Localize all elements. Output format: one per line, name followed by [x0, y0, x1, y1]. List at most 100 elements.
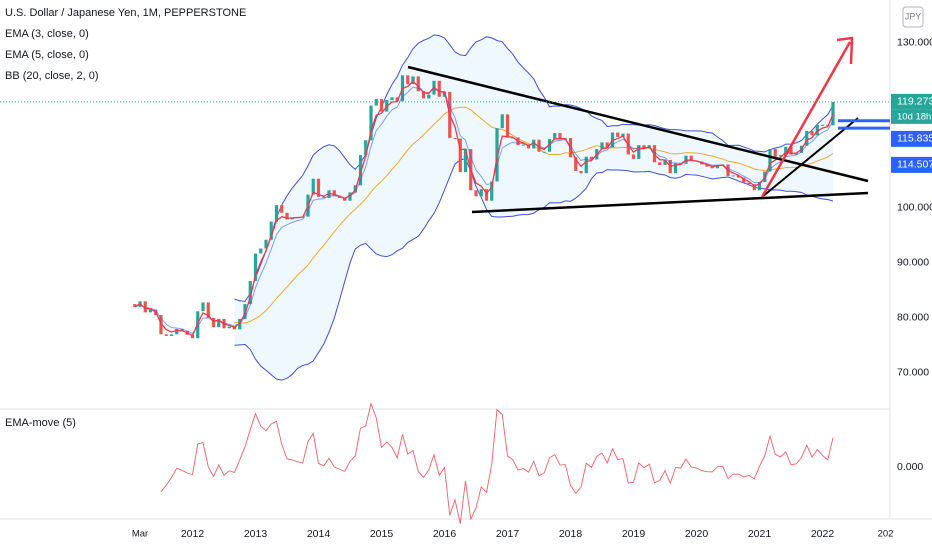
last-price-box — [891, 93, 932, 110]
trend-line — [471, 191, 869, 214]
y-tick-label: 100.000 — [897, 202, 932, 214]
legend-item: EMA (5, close, 0) — [5, 49, 89, 61]
legend-item: EMA (3, close, 0) — [5, 28, 89, 40]
candle-body — [164, 334, 168, 336]
price-line-label: 114.507 — [897, 159, 932, 171]
candle-body — [248, 280, 252, 305]
bollinger — [234, 34, 834, 381]
candles — [133, 75, 835, 339]
x-tick-label: 2016 — [433, 528, 457, 540]
candle-body — [574, 157, 578, 172]
candle-body — [805, 130, 809, 146]
candle-body — [227, 326, 231, 329]
candle-body — [474, 190, 478, 197]
candle-body — [490, 181, 494, 201]
candle-body — [773, 149, 777, 157]
candle-body — [511, 137, 515, 139]
candle-body — [715, 164, 720, 169]
candle-body — [505, 114, 510, 138]
candle-body — [495, 128, 499, 182]
x-tick-label: 2017 — [496, 528, 520, 540]
candle-body — [789, 146, 793, 155]
candle-body — [616, 132, 620, 137]
candle-body — [579, 171, 583, 174]
candle-body — [621, 133, 625, 137]
drawings — [407, 36, 869, 214]
candle-body — [689, 155, 693, 161]
candle-body — [736, 175, 741, 178]
candle-body — [427, 94, 431, 99]
candle-body — [421, 91, 426, 99]
candle-body — [332, 190, 336, 196]
candle-body — [589, 156, 594, 160]
candle-body — [584, 156, 588, 174]
candle-body — [658, 162, 662, 165]
candle-body — [133, 304, 137, 307]
candle-body — [747, 182, 751, 185]
candle-body — [411, 76, 415, 85]
candle-body — [322, 196, 326, 198]
candle-body — [327, 190, 331, 198]
y-tick-label: 80.000 — [897, 312, 929, 324]
candle-body — [784, 146, 788, 156]
trend-line — [761, 117, 859, 198]
y-tick-label: 130.000 — [897, 37, 932, 49]
candle-body — [280, 205, 284, 213]
candle-body — [484, 189, 489, 201]
indicator-tick-label: 0.000 — [897, 461, 923, 473]
candle-body — [778, 155, 783, 157]
x-tick-label: 2018 — [559, 528, 583, 540]
last-price-label: 119.273 — [897, 96, 932, 108]
candle-body — [311, 178, 315, 195]
candle-body — [175, 328, 179, 335]
bb-upper — [234, 34, 834, 302]
x-tick-label: Mar — [132, 529, 148, 540]
candle-body — [369, 105, 373, 141]
candle-body — [820, 124, 825, 126]
candle-body — [285, 212, 289, 220]
candle-body — [395, 97, 399, 102]
candle-body — [379, 98, 384, 112]
candle-body — [532, 139, 536, 149]
currency-box[interactable] — [902, 6, 924, 28]
bb-fill — [234, 34, 833, 381]
candle-body — [742, 177, 746, 183]
candle-body — [479, 189, 483, 197]
candle-body — [290, 217, 294, 220]
x-tick-label: 2015 — [370, 528, 394, 540]
candle-body — [269, 221, 273, 240]
candle-body — [316, 178, 321, 197]
candle-body — [558, 133, 562, 140]
candle-body — [274, 205, 279, 222]
y-tick-label: 90.000 — [897, 257, 929, 269]
candle-body — [206, 302, 210, 318]
candle-body — [143, 301, 147, 313]
candle-body — [768, 149, 772, 172]
candle-body — [752, 184, 756, 191]
candle-body — [253, 253, 258, 281]
price-line-label: 115.835 — [897, 133, 932, 145]
bb-lower — [234, 158, 834, 381]
candle-body — [458, 138, 462, 173]
y-tick-label: 70.000 — [897, 367, 929, 379]
candle-body — [673, 163, 678, 174]
candle-body — [463, 149, 468, 173]
candle-body — [705, 164, 709, 167]
candle-body — [553, 133, 557, 140]
candle-body — [358, 155, 363, 186]
candle-body — [406, 75, 410, 85]
price-line-box — [891, 156, 932, 173]
candle-body — [159, 315, 163, 335]
candle-body — [810, 130, 814, 136]
candle-body — [663, 160, 667, 165]
candle-body — [453, 138, 457, 140]
candle-body — [600, 142, 604, 150]
candle-body — [201, 302, 205, 312]
trend-line — [407, 65, 869, 183]
currency: JPY — [905, 11, 922, 21]
candle-body — [642, 145, 646, 149]
legend-item: BB (20, close, 2, 0) — [5, 70, 99, 82]
candle-body — [500, 114, 504, 129]
arrow — [760, 41, 852, 198]
